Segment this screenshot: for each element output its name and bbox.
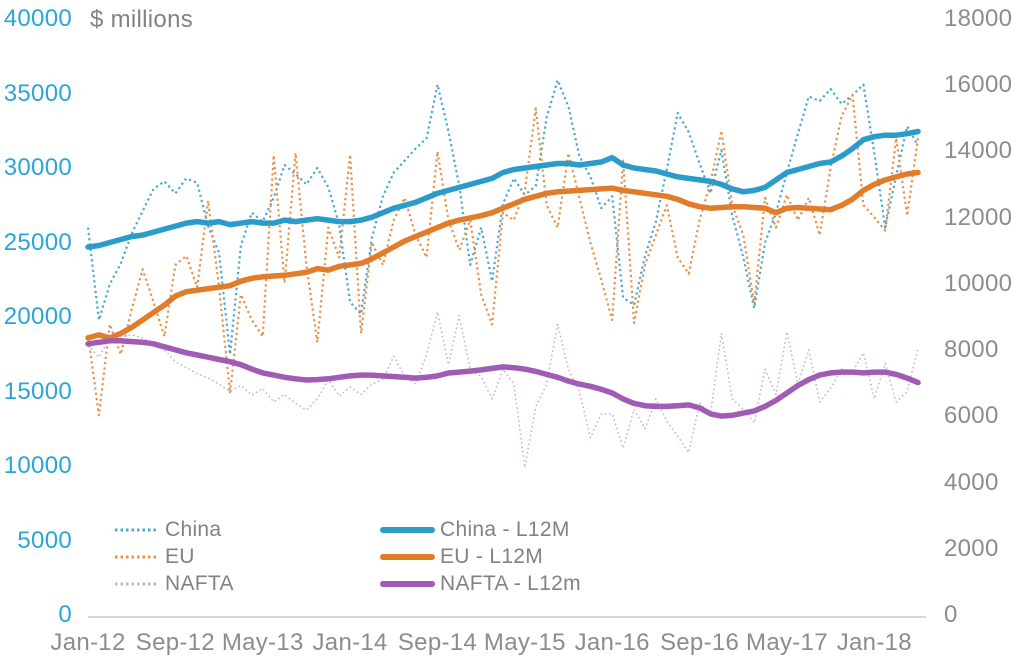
x-axis-line [88,616,926,618]
legend-item-china: China China - L12M [0,516,1012,544]
left-tick-15000: 15000 [3,377,72,405]
nafta-l12m-swatch [380,581,435,587]
legend-label-china-l12m: China - L12M [440,518,570,541]
left-tick-5000: 5000 [17,526,72,554]
left-tick-40000: 40000 [3,5,72,32]
x-tick-Jan-12: Jan-12 [50,629,126,656]
right-tick-0: 0 [944,601,958,628]
nafta-dotted-swatch [115,582,157,586]
series-line-china [86,78,919,356]
legend-item-eu: EU EU - L12M [0,543,1012,571]
left-tick-0: 0 [58,601,72,628]
china-l12m-swatch [380,527,435,533]
x-tick-Jan-18: Jan-18 [836,629,912,656]
china-dotted-swatch [115,528,157,532]
series-line-eu-l12m [85,169,921,341]
right-tick-12000: 12000 [944,203,1012,231]
legend-label-eu-l12m: EU - L12M [440,545,544,568]
x-tick-Sep-12: Sep-12 [135,629,215,656]
right-tick-18000: 18000 [944,5,1012,32]
x-tick-Jan-14: Jan-14 [312,629,388,656]
legend-label-nafta: NAFTA [165,572,234,595]
left-tick-20000: 20000 [3,303,72,330]
x-tick-Jan-16: Jan-16 [574,629,650,656]
legend-label-nafta-l12m: NAFTA - L12m [440,572,581,595]
right-tick-6000: 6000 [944,402,999,430]
legend-item-nafta: NAFTA NAFTA - L12m [0,570,1012,598]
left-tick-25000: 25000 [3,228,72,256]
left-tick-30000: 30000 [3,154,72,181]
left-tick-10000: 10000 [3,452,72,479]
series-line-nafta [87,311,919,469]
x-tick-May-17: May-17 [746,629,828,656]
legend-label-china: China [165,518,222,541]
x-tick-Sep-14: Sep-14 [397,629,478,656]
series-line-china-l12m [85,128,921,250]
right-tick-10000: 10000 [944,269,1012,297]
series-line-eu [86,93,920,417]
legend-label-eu: EU [165,545,195,568]
right-tick-8000: 8000 [944,336,999,364]
x-tick-Sep-16: Sep-16 [659,629,740,656]
right-tick-4000: 4000 [944,468,999,496]
eu-dotted-swatch [115,555,157,559]
right-tick-14000: 14000 [944,137,1012,165]
right-tick-2000: 2000 [944,534,999,562]
eu-l12m-swatch [380,554,435,560]
x-tick-May-13: May-13 [221,629,304,656]
x-tick-May-15: May-15 [483,629,566,656]
y-axis-title: $ millions [90,6,194,33]
series-line-nafta-l12m [85,338,921,419]
right-tick-16000: 16000 [944,71,1012,99]
left-tick-35000: 35000 [3,79,72,107]
